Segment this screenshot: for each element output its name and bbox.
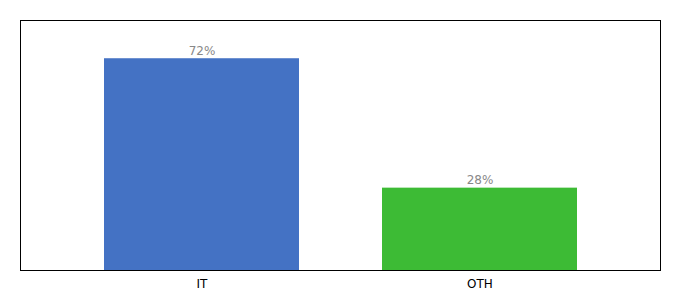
svg-text:72%: 72% <box>189 44 216 58</box>
svg-text:28%: 28% <box>467 173 494 187</box>
svg-text:IT: IT <box>197 277 209 291</box>
svg-text:OTH: OTH <box>467 277 493 291</box>
